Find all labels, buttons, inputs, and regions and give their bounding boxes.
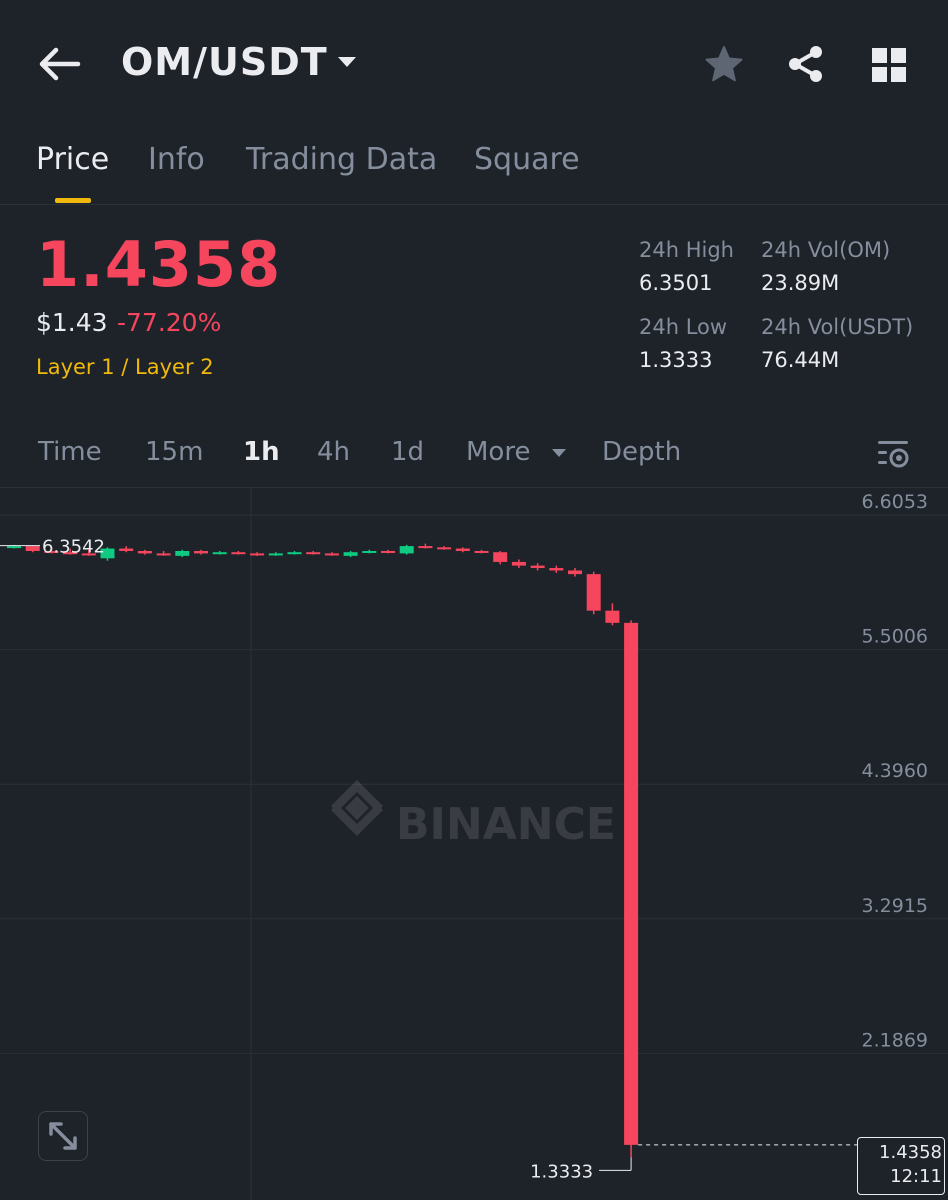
current-price-label: 1.4358: [879, 1142, 942, 1163]
y-axis-tick-label: 3.2915: [862, 895, 928, 917]
category-tags: Layer 1 / Layer 2: [36, 355, 214, 379]
current-price-tag: 1.4358 12:11: [857, 1137, 945, 1195]
expand-icon: [49, 1122, 77, 1150]
stat-24h-vol-quote-value: 76.44M: [761, 348, 840, 372]
candle-body: [306, 552, 321, 555]
candle-body: [399, 546, 414, 554]
candle-body: [530, 565, 545, 569]
high-price-marker: 6.3542: [42, 537, 105, 558]
candle-countdown: 12:11: [890, 1166, 942, 1187]
candle-body: [324, 553, 339, 556]
tab-trading-data[interactable]: Trading Data: [246, 142, 438, 177]
tag-layer-2[interactable]: Layer 2: [135, 355, 214, 379]
candle-body: [455, 548, 470, 551]
chart-settings-icon[interactable]: [876, 438, 910, 470]
candle-body: [44, 550, 59, 553]
interval-4h[interactable]: 4h: [317, 437, 351, 467]
candle-body: [7, 546, 21, 549]
tag-separator: /: [121, 355, 129, 379]
candle-body: [493, 552, 508, 562]
stat-24h-high-value: 6.3501: [639, 271, 713, 295]
candle-body: [586, 574, 601, 611]
stat-24h-vol-base-label: 24h Vol(OM): [761, 238, 891, 262]
candle-body: [287, 552, 302, 555]
candle-body: [605, 610, 620, 623]
tab-square[interactable]: Square: [474, 142, 580, 177]
usd-price: $1.43: [36, 308, 108, 337]
tab-info[interactable]: Info: [148, 142, 205, 177]
candle-body: [343, 552, 358, 556]
candle-body: [100, 548, 115, 559]
tag-layer-1[interactable]: Layer 1: [36, 355, 115, 379]
y-axis-tick-label: 5.5006: [862, 626, 928, 648]
candle-body: [194, 550, 208, 554]
candle-body: [568, 570, 582, 575]
candle-body: [474, 550, 489, 553]
interval-time[interactable]: Time: [38, 437, 102, 467]
candlestick-chart[interactable]: 6.6053 5.5006 4.3960 3.2915 2.1869 BINANCE 6.3…: [0, 488, 948, 1200]
watermark-diamond-icon: [331, 780, 383, 836]
candle-body: [119, 548, 134, 551]
share-icon[interactable]: [786, 44, 826, 84]
candle-body: [63, 552, 78, 555]
y-axis-tick-label: 4.3960: [862, 760, 928, 782]
candle-body: [624, 622, 639, 1145]
candle-body: [25, 546, 40, 551]
stat-24h-low-value: 1.3333: [639, 348, 713, 372]
divider: [0, 204, 948, 205]
interval-depth[interactable]: Depth: [602, 437, 682, 467]
price-change-percent: -77.20%: [117, 308, 222, 337]
interval-15m[interactable]: 15m: [145, 437, 204, 467]
watermark-text: BINANCE: [396, 799, 616, 850]
candle-body: [81, 553, 96, 556]
candle-body: [231, 552, 246, 555]
candle-body: [362, 550, 377, 553]
star-icon[interactable]: [704, 44, 744, 84]
stat-24h-low-label: 24h Low: [639, 315, 728, 339]
stat-24h-vol-quote-label: 24h Vol(USDT): [761, 315, 914, 339]
trading-pair-title[interactable]: OM/USDT: [121, 40, 328, 84]
back-arrow-icon[interactable]: [36, 44, 82, 84]
stat-24h-high-label: 24h High: [639, 238, 734, 262]
candle-body: [381, 550, 395, 553]
candle-body: [511, 561, 526, 566]
binance-watermark-logo: [331, 780, 383, 836]
active-tab-indicator: [55, 198, 91, 203]
low-price-marker: 1.3333: [530, 1161, 593, 1182]
candle-body: [137, 550, 152, 554]
chevron-down-icon[interactable]: [551, 448, 567, 458]
tab-price[interactable]: Price: [36, 142, 110, 177]
candle-body: [212, 552, 227, 555]
candle-body: [175, 550, 190, 556]
candle-body: [156, 553, 171, 556]
candle-body: [418, 546, 433, 549]
candle-body: [549, 568, 564, 571]
y-axis-tick-label: 2.1869: [862, 1029, 928, 1051]
caret-down-icon[interactable]: [336, 55, 358, 69]
candle-body: [437, 547, 452, 550]
grid-icon[interactable]: [871, 47, 907, 83]
interval-1d[interactable]: 1d: [391, 437, 425, 467]
stat-24h-vol-base-value: 23.89M: [761, 271, 840, 295]
fullscreen-button[interactable]: [38, 1111, 88, 1161]
interval-1h[interactable]: 1h: [243, 437, 280, 467]
candle-body: [250, 553, 265, 556]
interval-more[interactable]: More: [466, 437, 531, 467]
candle-body: [268, 553, 283, 556]
last-price: 1.4358: [36, 228, 282, 301]
y-axis-tick-label: 6.6053: [862, 491, 928, 513]
divider: [0, 487, 948, 488]
